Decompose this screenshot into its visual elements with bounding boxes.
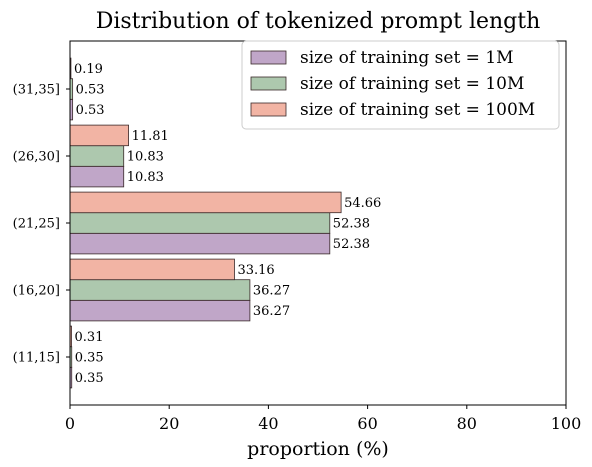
bar-value-label-0-2: 52.38 bbox=[333, 237, 370, 252]
x-axis-label: proportion (%) bbox=[247, 438, 389, 460]
bar-value-label-0-3: 10.83 bbox=[127, 170, 164, 185]
value-labels-group: 0.35 0.35 0.31 36.27 36.27 33.16 52.38 52.38 54.… bbox=[74, 62, 381, 386]
bar-value-label-2-4: 0.19 bbox=[74, 62, 103, 77]
x-tick-label-3: 60 bbox=[357, 414, 377, 433]
bar-value-label-0-4: 0.53 bbox=[76, 103, 105, 118]
legend-label-0: size of training set = 1M bbox=[300, 48, 514, 68]
bar-1-2 bbox=[69, 212, 331, 234]
bar-value-label-1-2: 52.38 bbox=[333, 217, 370, 232]
y-tick-label-4: (31,35] bbox=[13, 83, 60, 98]
bar-0-2 bbox=[69, 232, 331, 255]
legend-swatch-0 bbox=[250, 50, 287, 65]
legend-swatch-2 bbox=[250, 102, 287, 117]
bar-2-1 bbox=[69, 258, 235, 281]
bar-2-2 bbox=[69, 191, 342, 214]
x-tick-label-2: 40 bbox=[258, 414, 278, 433]
y-tick-label-1: (16,20] bbox=[13, 284, 60, 299]
bar-value-label-0-1: 36.27 bbox=[253, 304, 290, 319]
y-tick-label-2: (21,25] bbox=[13, 217, 60, 232]
x-tick-label-0: 0 bbox=[65, 414, 75, 433]
x-axis: 0 20 40 60 80 100 bbox=[65, 405, 581, 433]
bar-1-3 bbox=[69, 145, 125, 167]
bar-value-label-1-1: 36.27 bbox=[253, 284, 290, 299]
bar-2-3 bbox=[69, 124, 129, 147]
legend-frame bbox=[241, 40, 560, 130]
bars-group bbox=[69, 57, 342, 389]
bar-value-label-1-0: 0.35 bbox=[75, 351, 104, 366]
bar-value-label-2-1: 33.16 bbox=[237, 263, 274, 278]
x-tick-label-5: 100 bbox=[551, 414, 582, 433]
legend-label-2: size of training set = 100M bbox=[300, 100, 535, 120]
bar-value-label-1-3: 10.83 bbox=[127, 150, 164, 165]
x-tick-label-4: 80 bbox=[457, 414, 477, 433]
legend: size of training set = 1M size of trainin… bbox=[241, 40, 560, 130]
x-tick-label-1: 20 bbox=[159, 414, 179, 433]
legend-swatch-1 bbox=[250, 76, 287, 91]
bar-value-label-0-0: 0.35 bbox=[75, 371, 104, 386]
bar-0-1 bbox=[69, 299, 251, 322]
bar-value-label-1-4: 0.53 bbox=[76, 83, 105, 98]
y-tick-label-3: (26,30] bbox=[13, 150, 60, 165]
bar-1-1 bbox=[69, 279, 251, 301]
chart-title: Distribution of tokenized prompt length bbox=[96, 9, 541, 34]
bar-value-label-2-3: 11.81 bbox=[132, 129, 169, 144]
bar-0-3 bbox=[69, 165, 125, 188]
legend-label-1: size of training set = 10M bbox=[300, 74, 524, 94]
bar-value-label-2-0: 0.31 bbox=[75, 330, 104, 345]
bar-value-label-2-2: 54.66 bbox=[344, 196, 381, 211]
y-axis: (11,15] (16,20] (21,25] (26,30] (31,35] bbox=[13, 83, 70, 366]
y-tick-label-0: (11,15] bbox=[13, 351, 60, 366]
